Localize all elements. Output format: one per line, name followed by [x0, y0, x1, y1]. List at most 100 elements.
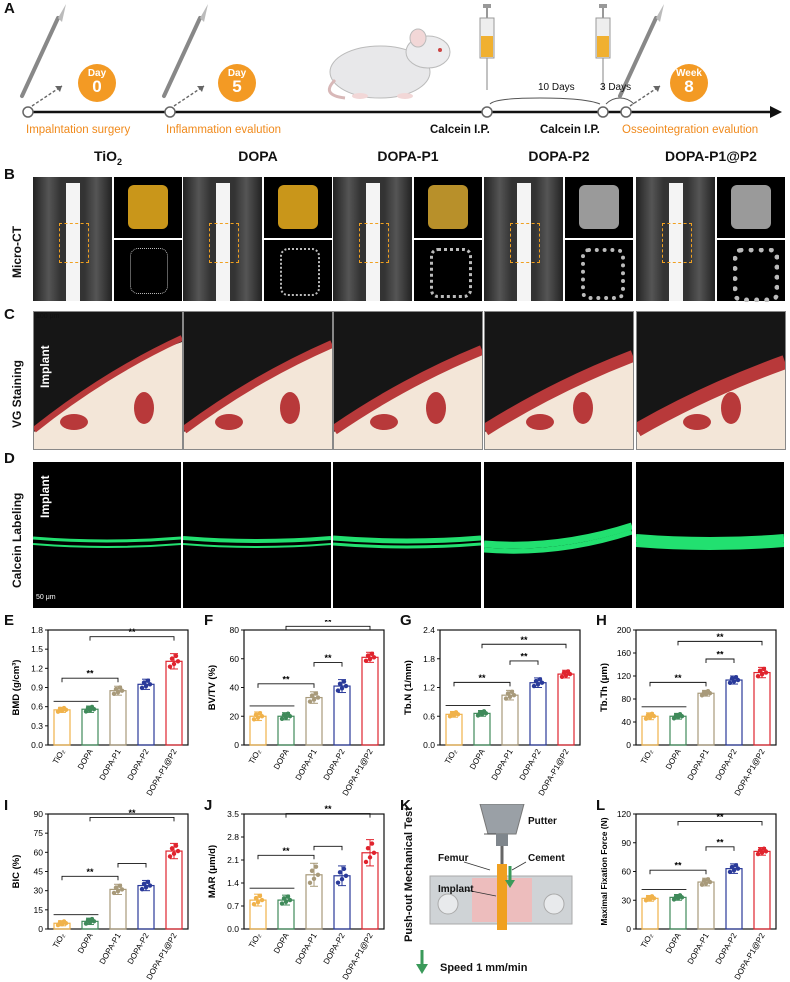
bar — [529, 682, 547, 746]
bar — [445, 713, 463, 746]
bar — [753, 671, 771, 746]
x-tick-label: DOPA-P1 — [98, 747, 123, 782]
label-3-days: 3 Days — [600, 82, 632, 93]
label-cement: Cement — [528, 853, 565, 864]
data-point — [509, 689, 515, 695]
significance-bracket — [285, 813, 371, 818]
y-tick-label: 40 — [622, 717, 632, 727]
microct-3d-top-3 — [565, 177, 633, 238]
y-tick-label: 80 — [230, 625, 240, 635]
bar — [109, 690, 127, 746]
x-tick-label: TiO₂ — [639, 932, 655, 950]
data-point — [511, 692, 517, 698]
microct-3d-top-1 — [264, 177, 332, 238]
x-tick-label: DOPA — [468, 747, 487, 771]
data-point — [257, 893, 263, 899]
bar — [669, 715, 687, 746]
data-point — [453, 710, 459, 715]
data-point — [761, 666, 767, 672]
x-tick-label: DOPA-P2 — [714, 931, 739, 966]
bar — [557, 673, 575, 746]
y-tick-label: 0.3 — [31, 721, 43, 731]
data-point — [561, 670, 567, 675]
rowlabel-microct: Micro-CT — [10, 226, 24, 278]
microct-3d-top-2 — [414, 177, 482, 238]
axes-frame — [47, 813, 189, 930]
y-tick-label: 1.5 — [31, 644, 43, 654]
x-tick-label: DOPA-P1 — [294, 931, 319, 966]
significance-label: ** — [674, 861, 682, 871]
data-point — [341, 679, 347, 684]
data-point — [701, 690, 707, 695]
data-point — [759, 672, 765, 677]
y-axis-label: BMD (g/cm³) — [11, 660, 22, 716]
data-point — [531, 683, 537, 689]
y-tick-label: 200 — [617, 625, 631, 635]
data-point — [145, 678, 151, 683]
data-point — [313, 691, 319, 696]
data-point — [339, 877, 345, 882]
data-point — [89, 916, 95, 922]
timeline-node-week8 — [620, 106, 632, 118]
label-surgery: Impalntation surgery — [26, 124, 131, 136]
x-tick-label: DOPA-P1@P2 — [145, 931, 179, 981]
badge-week8: Week 8 — [670, 64, 708, 102]
label-calcein-2: Calcein I.P. — [540, 124, 600, 136]
microct-3d-top-4 — [717, 177, 785, 238]
x-tick-label: TiO₂ — [247, 932, 263, 950]
panel-letter-c: C — [4, 306, 15, 323]
y-tick-label: 0.0 — [31, 740, 43, 750]
bar — [165, 850, 183, 930]
y-tick-label: 0 — [626, 924, 631, 934]
bar — [641, 897, 659, 930]
significance-label: ** — [716, 632, 724, 642]
panel-letter-h: H — [596, 612, 607, 629]
x-tick-label: DOPA-P1@P2 — [537, 747, 571, 797]
bar — [53, 709, 71, 746]
significance-bracket — [677, 821, 763, 826]
data-point — [119, 688, 125, 693]
data-point — [141, 881, 147, 886]
data-point — [57, 920, 63, 925]
data-point — [339, 686, 345, 691]
label-implant-k: Implant — [438, 884, 474, 895]
y-tick-label: 0 — [38, 924, 43, 934]
panel-letter-k: K — [400, 797, 411, 814]
data-point — [755, 673, 761, 679]
y-tick-label: 3.5 — [227, 809, 239, 819]
timeline-node-day0 — [22, 106, 34, 118]
x-tick-label: DOPA-P1 — [686, 931, 711, 966]
y-tick-label: 1.2 — [423, 683, 435, 693]
significance-bracket — [453, 681, 511, 687]
data-point — [145, 879, 151, 885]
scalpel-icon-2 — [162, 4, 208, 98]
data-point — [673, 713, 679, 718]
microct-3d-bottom-3 — [565, 240, 633, 301]
y-tick-label: 120 — [617, 671, 631, 681]
y-tick-label: 1.8 — [423, 654, 435, 664]
significance-label: ** — [324, 804, 332, 814]
data-point — [701, 878, 707, 883]
calcein-image-2 — [333, 462, 481, 608]
data-point — [61, 919, 67, 924]
y-tick-label: 30 — [622, 895, 632, 905]
bar — [361, 656, 379, 746]
x-tick-label: DOPA-P1@P2 — [145, 747, 179, 797]
badge-week8-label: Week — [676, 68, 702, 79]
microct-3d-top-0 — [114, 177, 182, 238]
bar — [165, 660, 183, 746]
data-point — [729, 676, 735, 681]
y-tick-label: 40 — [230, 683, 240, 693]
data-point — [365, 845, 371, 851]
panel-letter-i: I — [4, 797, 9, 814]
syringe-icon-1 — [479, 4, 495, 90]
significance-bracket — [61, 875, 119, 881]
data-point — [85, 918, 91, 923]
data-point — [175, 848, 181, 854]
y-tick-label: 75 — [34, 828, 44, 838]
bar — [137, 683, 155, 746]
y-tick-label: 90 — [34, 809, 44, 819]
data-point — [281, 896, 287, 901]
